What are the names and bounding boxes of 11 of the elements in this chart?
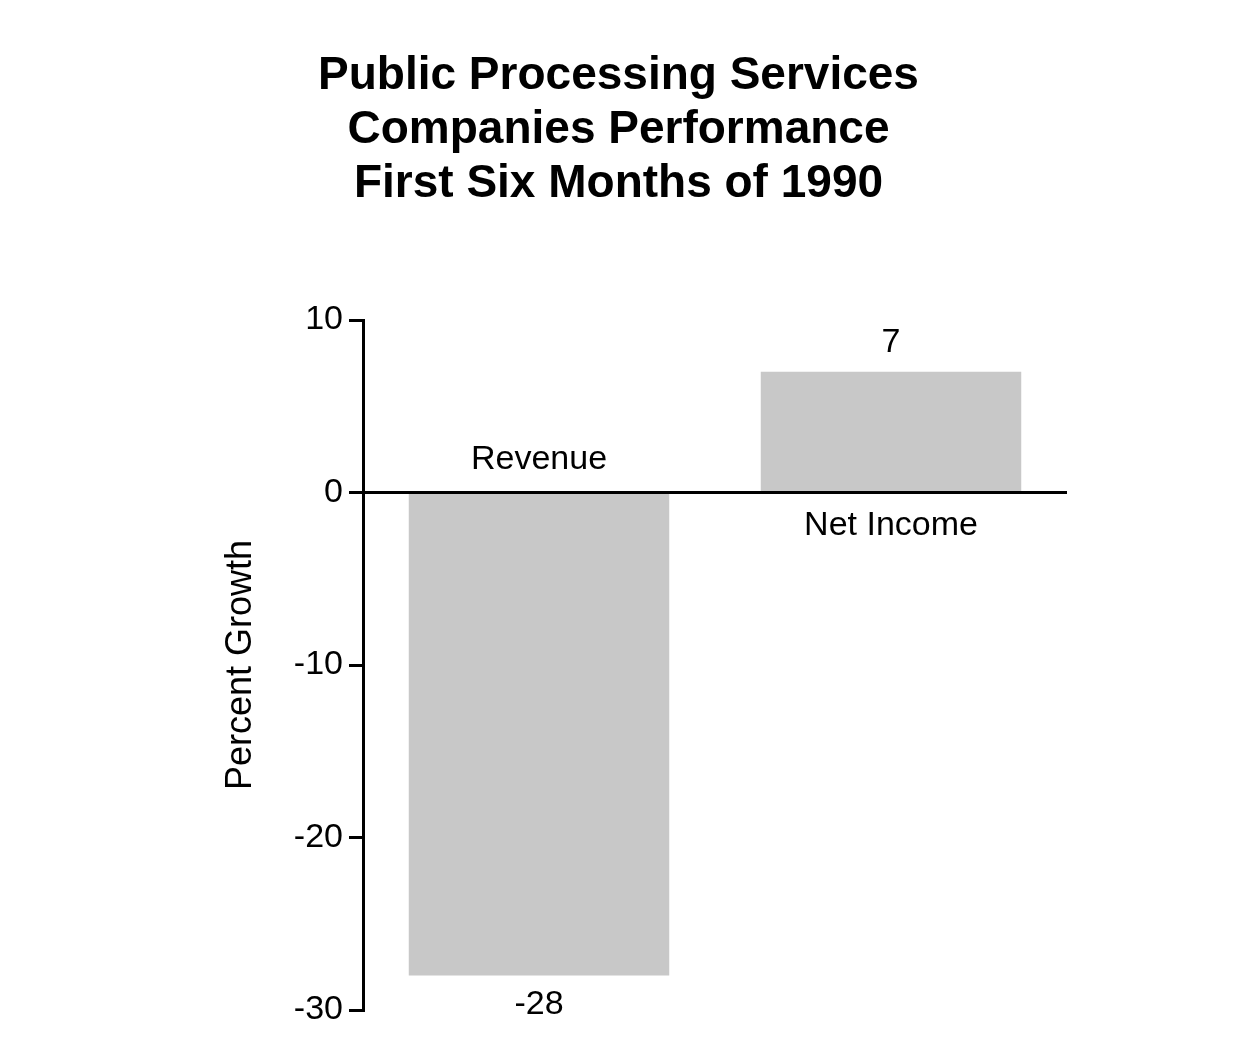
data-label: -28 — [514, 982, 564, 1021]
x-tick-label: Revenue — [470, 437, 608, 476]
x-tick-label: Net Income — [804, 503, 978, 542]
y-axis-title: Percent Growth — [217, 539, 259, 791]
y-tick-label: -30 — [293, 988, 343, 1027]
data-label: 7 — [881, 321, 901, 360]
y-tick-label: -20 — [293, 815, 343, 854]
y-tick-label: 10 — [305, 298, 343, 337]
chart-title: Public Processing Services Companies Performance First Six Months of 1990 — [317, 46, 920, 208]
y-tick-label: -10 — [293, 643, 343, 682]
y-tick-label: 0 — [324, 470, 343, 509]
